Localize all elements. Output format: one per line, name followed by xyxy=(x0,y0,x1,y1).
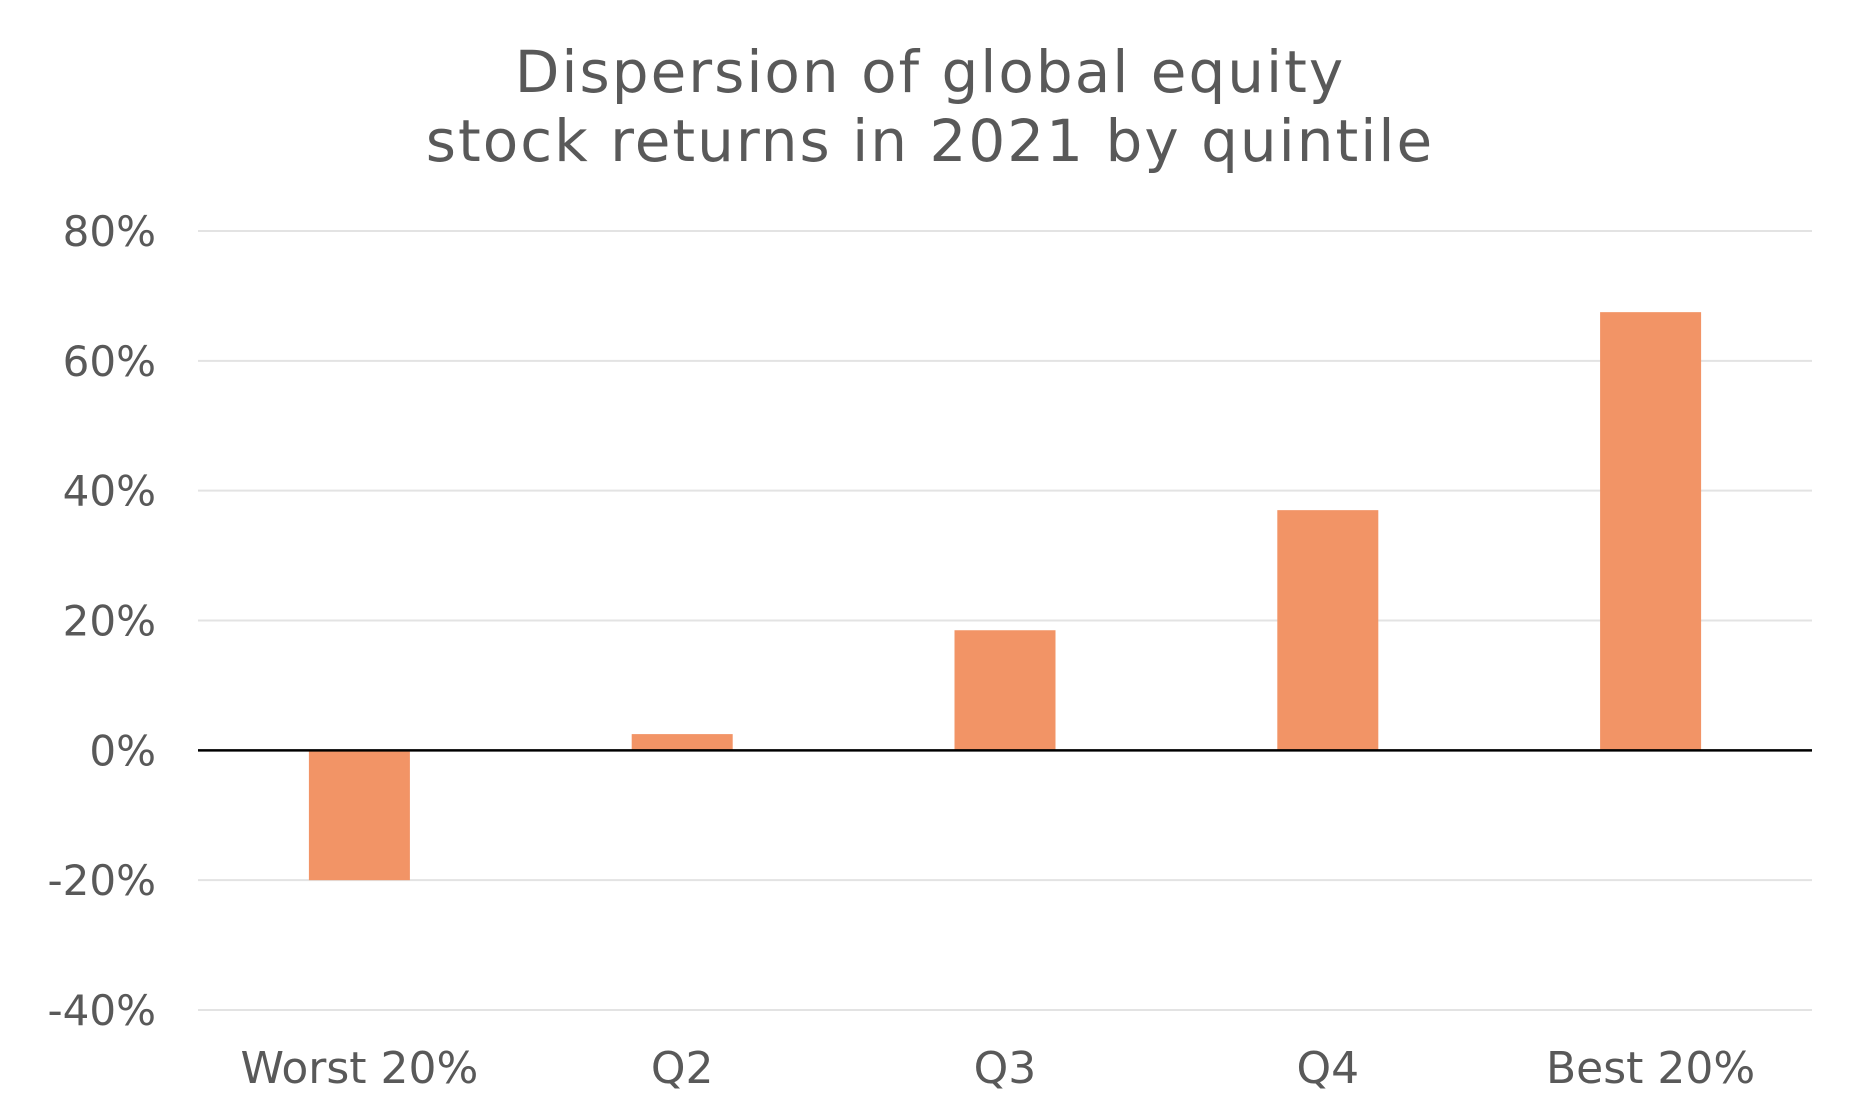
x-category-label: Q3 xyxy=(974,1043,1037,1094)
y-tick-label: 0% xyxy=(89,726,156,775)
chart-title: Dispersion of global equity stock return… xyxy=(426,38,1434,175)
y-axis-tick-labels: -40% -20% 0% 20% 40% 60% 80% xyxy=(47,207,156,1035)
y-tick-label: 80% xyxy=(63,207,156,256)
bar-0 xyxy=(308,750,410,881)
bars xyxy=(308,312,1702,881)
bar-4 xyxy=(1600,312,1702,751)
y-tick-label: -20% xyxy=(47,856,156,905)
x-category-label: Worst 20% xyxy=(240,1043,478,1094)
chart-title-line-1: Dispersion of global equity xyxy=(515,38,1345,106)
bar-3 xyxy=(1277,510,1379,751)
y-gridlines xyxy=(198,230,1812,1011)
y-tick-label: -40% xyxy=(47,986,156,1035)
bar-2 xyxy=(954,630,1056,751)
x-axis-category-labels: Worst 20% Q2 Q3 Q4 Best 20% xyxy=(240,1043,1755,1094)
x-category-label: Best 20% xyxy=(1546,1043,1755,1094)
y-tick-label: 40% xyxy=(63,467,156,516)
y-tick-label: 20% xyxy=(63,597,156,646)
x-category-label: Q4 xyxy=(1296,1043,1359,1094)
bar-1 xyxy=(631,734,733,751)
chart-title-line-2: stock returns in 2021 by quintile xyxy=(426,107,1434,175)
y-tick-label: 60% xyxy=(63,337,156,386)
x-category-label: Q2 xyxy=(651,1043,714,1094)
